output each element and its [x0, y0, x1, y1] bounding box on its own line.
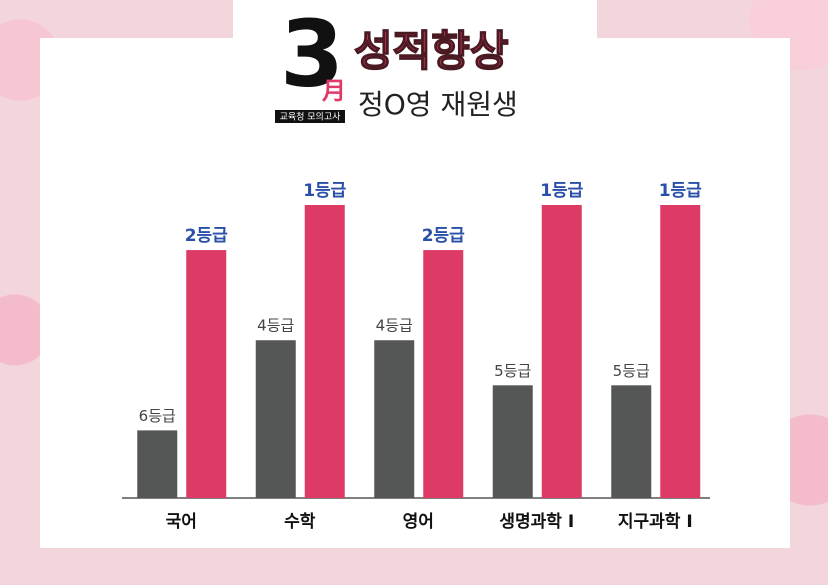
value-label: 5등급	[494, 362, 531, 380]
bar	[137, 430, 178, 498]
month-char: 月	[321, 77, 346, 105]
x-tick-label: 지구과학 I	[618, 512, 693, 532]
month: 3	[280, 0, 344, 107]
bar	[541, 205, 582, 498]
value-label: 5등급	[613, 362, 650, 380]
bar	[304, 205, 345, 498]
bar	[255, 340, 296, 498]
bar	[374, 340, 415, 498]
value-label: 1등급	[303, 181, 346, 201]
value-label: 4등급	[376, 317, 413, 335]
bar	[611, 385, 652, 498]
value-label: 1등급	[659, 181, 702, 201]
x-tick-label: 국어	[166, 512, 197, 532]
bar	[423, 250, 464, 498]
subtitle: 정O영 재원생	[358, 88, 518, 121]
title: 성적향상	[354, 27, 509, 76]
bar	[186, 250, 227, 498]
value-label: 6등급	[139, 407, 176, 425]
value-label: 1등급	[540, 181, 583, 201]
panel-top	[233, 0, 597, 40]
value-label: 4등급	[257, 317, 294, 335]
x-tick-label: 수학	[284, 512, 316, 532]
badge-bg	[275, 110, 345, 123]
value-label: 2등급	[422, 226, 465, 246]
badge: 교육청 모의고사	[280, 112, 342, 123]
bar	[660, 205, 701, 498]
x-tick-label: 생명과학 I	[499, 512, 574, 532]
value-label: 2등급	[185, 226, 228, 246]
x-tick-label: 영어	[403, 512, 434, 532]
bar	[492, 385, 533, 498]
